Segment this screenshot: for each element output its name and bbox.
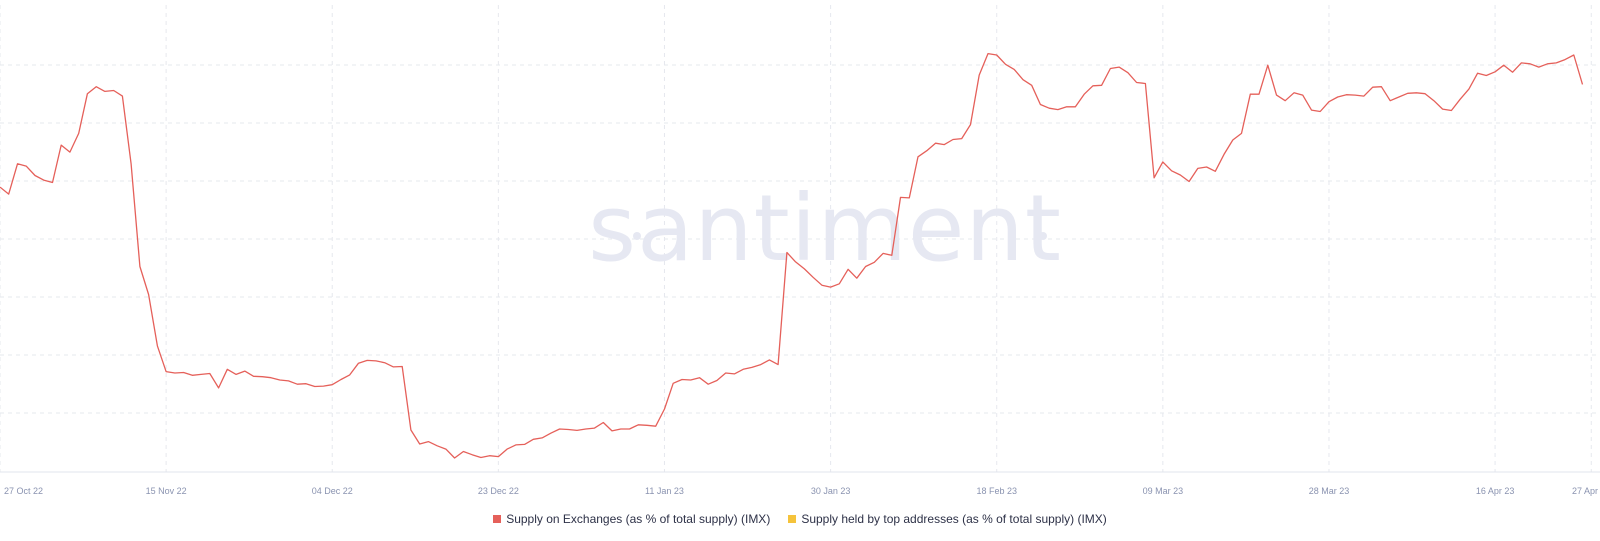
watermark-dot-right — [1039, 232, 1047, 240]
legend-item-supply-on-exchanges[interactable]: Supply on Exchanges (as % of total suppl… — [493, 512, 770, 526]
x-tick-label: 15 Nov 22 — [146, 486, 187, 496]
x-tick-label: 27 Oct 22 — [4, 486, 43, 496]
x-tick-label: 23 Dec 22 — [478, 486, 519, 496]
x-tick-label: 27 Apr — [1572, 486, 1598, 496]
x-tick-label: 04 Dec 22 — [312, 486, 353, 496]
legend-swatch-supply-top-addresses — [788, 515, 797, 523]
x-tick-label: 28 Mar 23 — [1309, 486, 1350, 496]
series-layer — [0, 52, 1584, 459]
legend-swatch-supply-on-exchanges — [493, 515, 502, 523]
legend-label-supply-top-addresses: Supply held by top addresses (as % of to… — [801, 512, 1107, 526]
series-line-0[interactable] — [0, 52, 1584, 459]
x-tick-label: 30 Jan 23 — [811, 486, 851, 496]
legend-item-supply-top-addresses[interactable]: Supply held by top addresses (as % of to… — [788, 512, 1107, 526]
legend: Supply on Exchanges (as % of total suppl… — [0, 512, 1600, 526]
x-tick-label: 16 Apr 23 — [1476, 486, 1515, 496]
grid — [0, 5, 1600, 473]
watermark-dot-left — [633, 232, 641, 240]
x-tick-label: 11 Jan 23 — [645, 486, 684, 496]
x-axis: 27 Oct 22 15 Nov 22 04 Dec 22 23 Dec 22 11 J… — [4, 486, 1598, 496]
x-tick-label: 09 Mar 23 — [1143, 486, 1184, 496]
x-tick-label: 18 Feb 23 — [976, 486, 1017, 496]
watermark-text: santiment — [588, 175, 1062, 282]
legend-label-supply-on-exchanges: Supply on Exchanges (as % of total suppl… — [506, 512, 771, 526]
